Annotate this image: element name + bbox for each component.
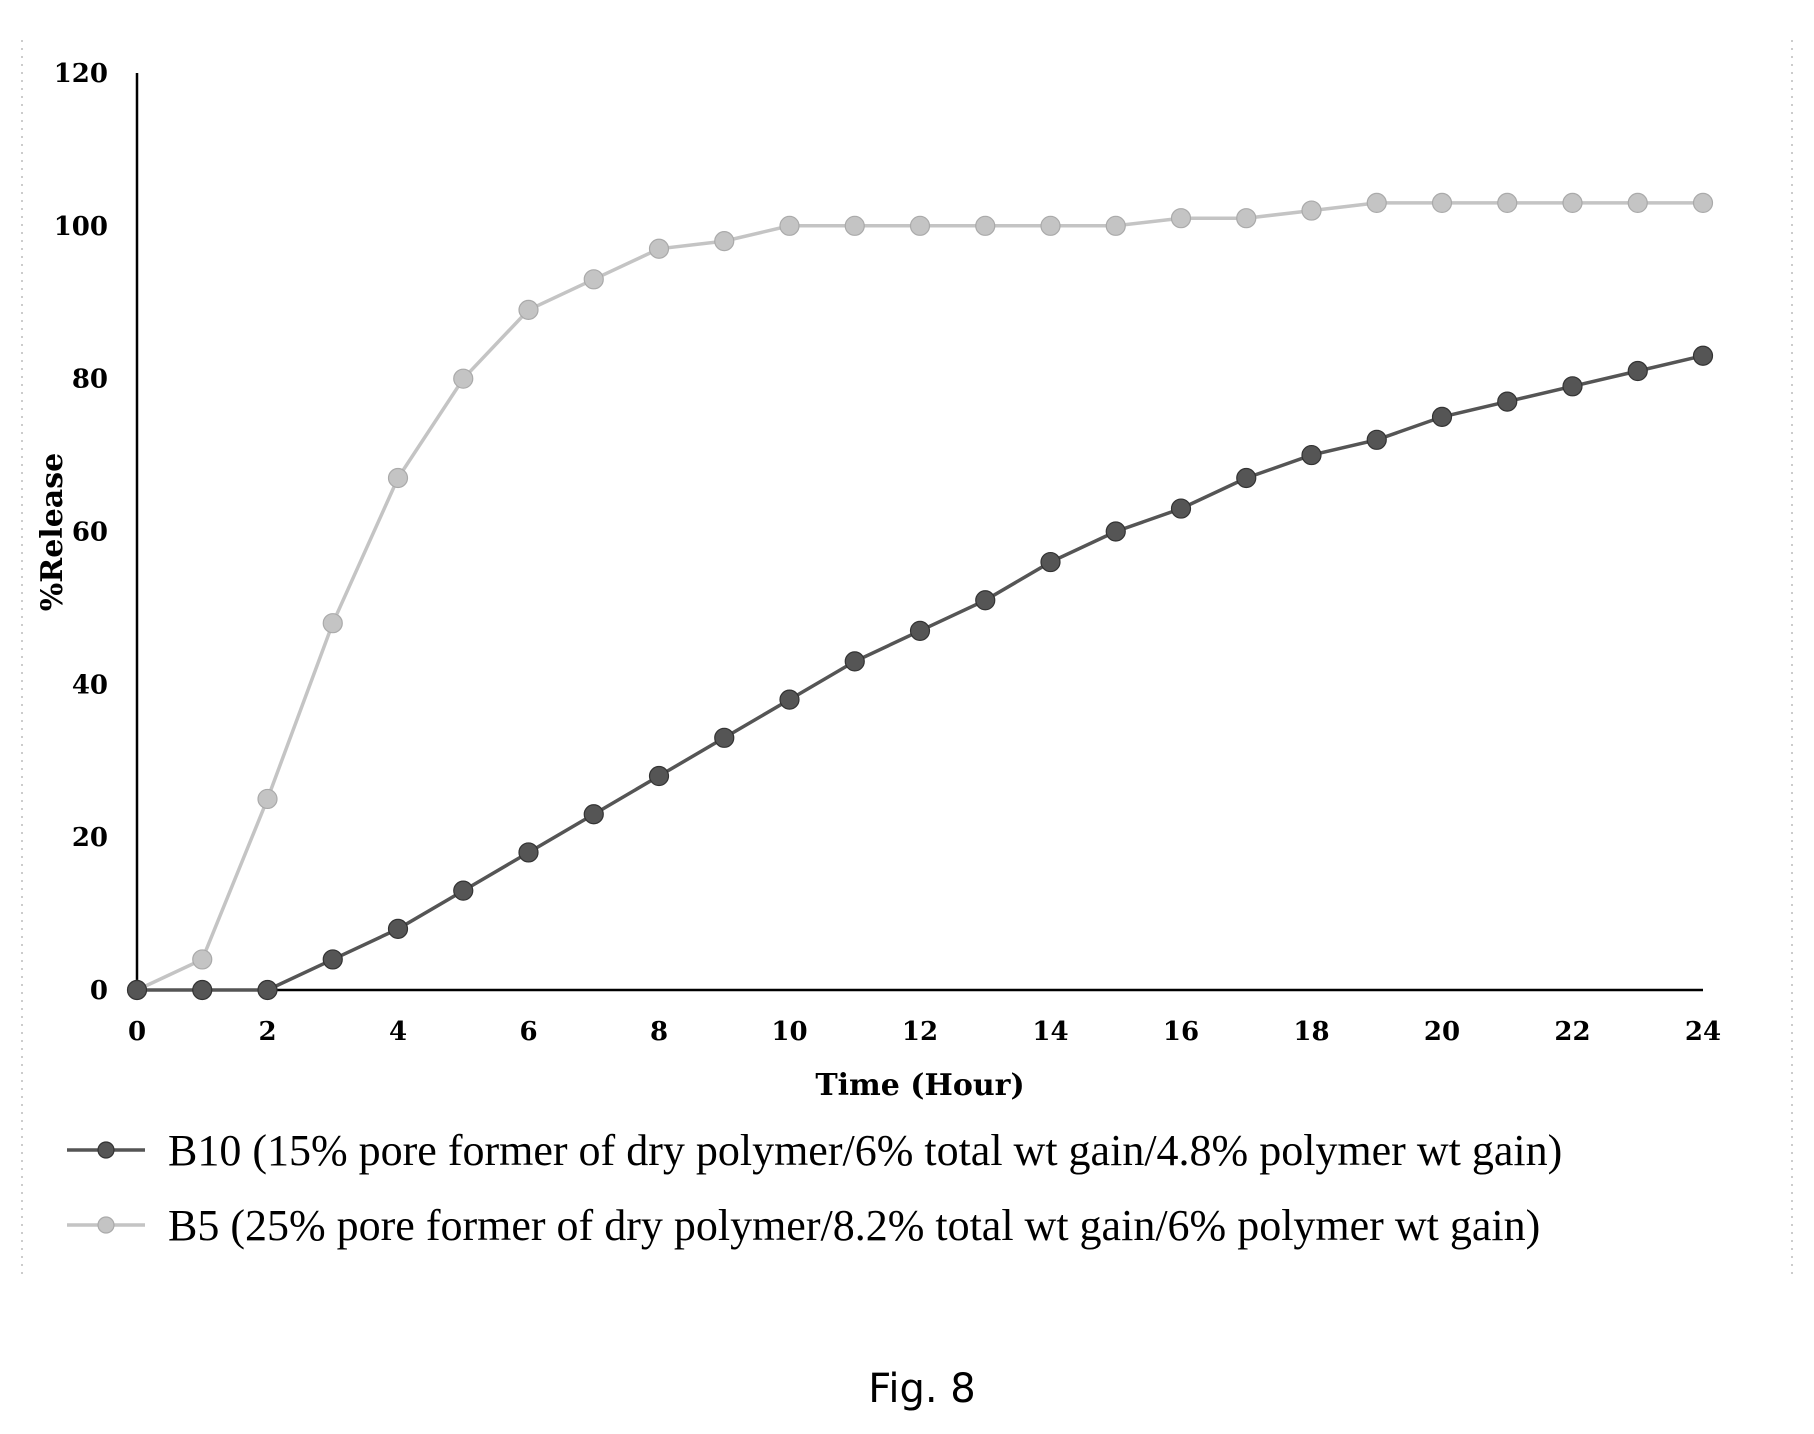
legend: B10 (15% pore former of dry polymer/6% t… [67, 1126, 1562, 1250]
data-point [518, 299, 539, 320]
data-point [975, 590, 996, 611]
x-tick-label: 8 [650, 1017, 668, 1047]
data-point [844, 651, 865, 672]
data-point [1692, 192, 1714, 214]
x-tick-label: 18 [1293, 1017, 1329, 1047]
data-point [1431, 192, 1453, 214]
data-point [518, 842, 539, 863]
data-point [1301, 200, 1322, 221]
x-tick-label: 6 [519, 1017, 537, 1047]
y-tick-label: 80 [72, 365, 108, 395]
data-point [126, 979, 148, 1001]
y-tick-label: 40 [72, 670, 108, 700]
data-point [779, 215, 800, 236]
series-layer [126, 192, 1714, 1001]
y-axis-title: %Release [35, 453, 70, 611]
legend-swatch-marker-b10 [97, 1141, 115, 1159]
data-point [844, 215, 865, 236]
data-point [1627, 192, 1648, 214]
data-point [1236, 467, 1257, 489]
data-point [1627, 360, 1648, 382]
legend-label-b5: B5 (25% pore former of dry polymer/8.2% … [168, 1201, 1540, 1250]
data-point [1301, 444, 1322, 466]
legend-swatch-marker-b5 [97, 1216, 115, 1234]
x-tick-label: 4 [389, 1017, 407, 1047]
data-point [257, 788, 278, 810]
series-1 [126, 192, 1714, 1001]
data-point [1170, 498, 1192, 519]
y-tick-label: 100 [54, 212, 108, 242]
data-point [1366, 429, 1387, 450]
figure-caption: Fig. 8 [868, 1366, 975, 1412]
data-point [257, 979, 278, 1001]
y-tick-label: 0 [90, 976, 108, 1006]
data-point [1562, 376, 1583, 397]
data-point [583, 269, 604, 290]
legend-item-b10: B10 (15% pore former of dry polymer/6% t… [67, 1126, 1562, 1175]
data-point [1105, 215, 1126, 236]
x-tick-label: 0 [128, 1017, 146, 1047]
data-point [975, 215, 996, 236]
data-point [453, 368, 474, 389]
data-point [1170, 208, 1192, 229]
x-tick-label: 16 [1163, 1017, 1199, 1047]
data-point [648, 765, 670, 787]
series-0 [126, 345, 1714, 1001]
series-line [136, 201, 1703, 992]
data-point [1040, 215, 1061, 236]
data-point [192, 949, 213, 970]
data-point [648, 238, 670, 259]
data-point [192, 979, 213, 1001]
data-point [322, 613, 343, 634]
data-point [583, 804, 604, 825]
x-tick-labels: 0 2 4 6 8 10 12 14 16 18 20 22 24 [128, 1017, 1721, 1047]
y-tick-label: 20 [72, 823, 108, 853]
y-tick-label: 60 [72, 518, 108, 548]
data-point [1431, 406, 1453, 427]
x-tick-label: 2 [258, 1017, 276, 1047]
data-point [1692, 345, 1714, 366]
data-point [1040, 551, 1061, 573]
data-point [1497, 192, 1518, 214]
data-point [779, 689, 800, 710]
x-tick-label: 10 [771, 1017, 807, 1047]
data-point [909, 620, 931, 641]
legend-label-b10: B10 (15% pore former of dry polymer/6% t… [168, 1126, 1562, 1175]
data-point [1497, 391, 1518, 412]
data-point [1562, 192, 1583, 214]
data-point [387, 918, 409, 939]
data-point [1105, 521, 1126, 542]
x-axis-title: Time (Hour) [815, 1068, 1024, 1103]
x-tick-label: 20 [1424, 1017, 1460, 1047]
data-point [322, 949, 343, 970]
x-tick-label: 14 [1032, 1017, 1068, 1047]
data-point [1236, 208, 1257, 229]
data-point [714, 727, 735, 748]
data-point [387, 467, 409, 489]
x-tick-label: 24 [1685, 1017, 1721, 1047]
data-point [1366, 192, 1387, 214]
data-point [909, 215, 931, 236]
x-tick-label: 12 [902, 1017, 938, 1047]
data-point [714, 231, 735, 252]
data-point [453, 880, 474, 901]
x-tick-label: 22 [1554, 1017, 1590, 1047]
y-tick-label: 120 [54, 59, 108, 89]
legend-item-b5: B5 (25% pore former of dry polymer/8.2% … [67, 1201, 1540, 1250]
y-tick-labels: 0 20 40 60 80 100 120 [54, 59, 108, 1006]
series-line [137, 353, 1704, 992]
